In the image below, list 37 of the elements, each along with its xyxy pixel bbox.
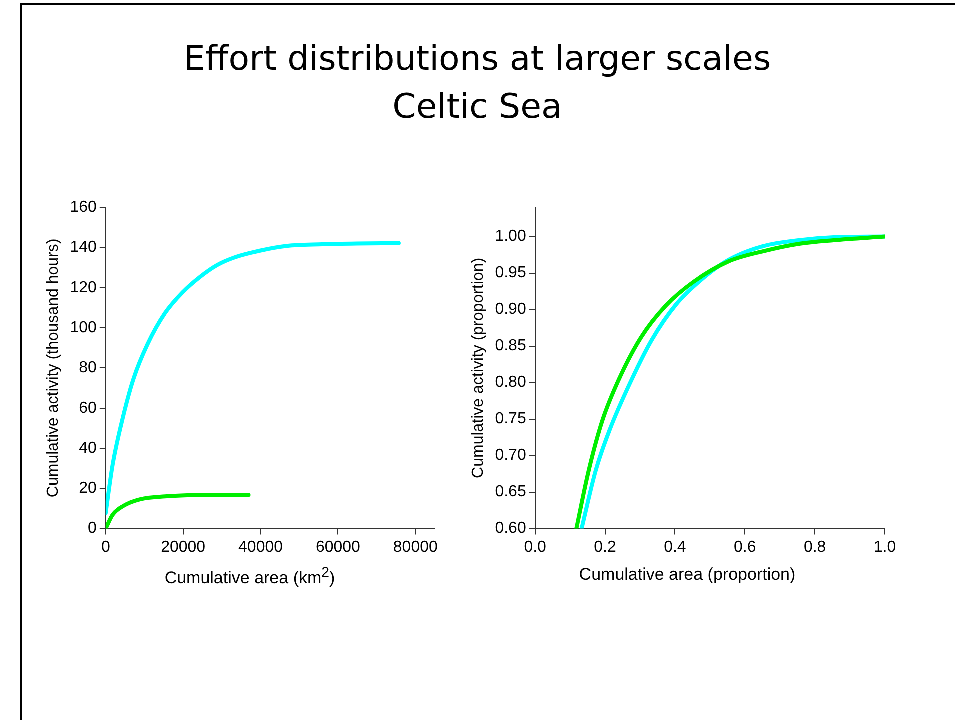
chart-subtitle: Celtic Sea <box>392 86 564 129</box>
y-tick-label: 40 <box>79 440 97 457</box>
y-tick-label: 1.00 <box>495 228 526 246</box>
x-axis-title: Cumulative area (proportion) <box>578 565 797 585</box>
y-tick-label: 0.95 <box>495 264 526 282</box>
x-tick-label: 0.2 <box>594 538 616 556</box>
y-axis-title: Cumulative activity (proportion) <box>470 258 488 478</box>
y-tick-label: 0.90 <box>495 301 526 318</box>
y-axis-title: Cumulative activity (thousand hours) <box>45 238 62 498</box>
line-series <box>106 241 401 516</box>
x-tick-label: 1.0 <box>874 538 896 556</box>
y-tick-label: 0 <box>88 520 97 538</box>
y-tick-label: 0.85 <box>495 338 526 355</box>
x-tick-label: 60000 <box>316 538 361 556</box>
y-tick-label: 60 <box>79 400 97 417</box>
x-tick-label: 40000 <box>238 538 284 556</box>
line-series <box>106 493 251 529</box>
x-tick-label: 0.8 <box>804 538 826 556</box>
x-tick-label: 0.6 <box>734 538 756 556</box>
y-tick-label: 80 <box>79 360 97 377</box>
x-axis-title: Cumulative area (km$^{2}$) <box>164 565 336 589</box>
x-tick-label: 0 <box>101 538 110 556</box>
x-tick-label: 0.4 <box>664 538 686 556</box>
y-tick-label: 140 <box>70 239 97 256</box>
y-tick-label: 0.60 <box>495 520 526 538</box>
x-tick-label: 20000 <box>161 538 206 556</box>
x-tick-label: 80000 <box>393 538 438 556</box>
x-tick-label: 0.0 <box>524 538 547 556</box>
y-tick-label: 120 <box>70 279 97 296</box>
chart-title: Effort distributions at larger scales <box>182 38 772 81</box>
y-tick-label: 160 <box>70 199 97 216</box>
y-tick-label: 0.80 <box>495 374 526 392</box>
y-tick-label: 0.65 <box>495 484 526 501</box>
y-tick-label: 0.70 <box>495 447 526 464</box>
y-tick-label: 0.75 <box>495 410 526 428</box>
y-tick-label: 100 <box>70 319 97 336</box>
y-tick-label: 20 <box>79 480 97 498</box>
